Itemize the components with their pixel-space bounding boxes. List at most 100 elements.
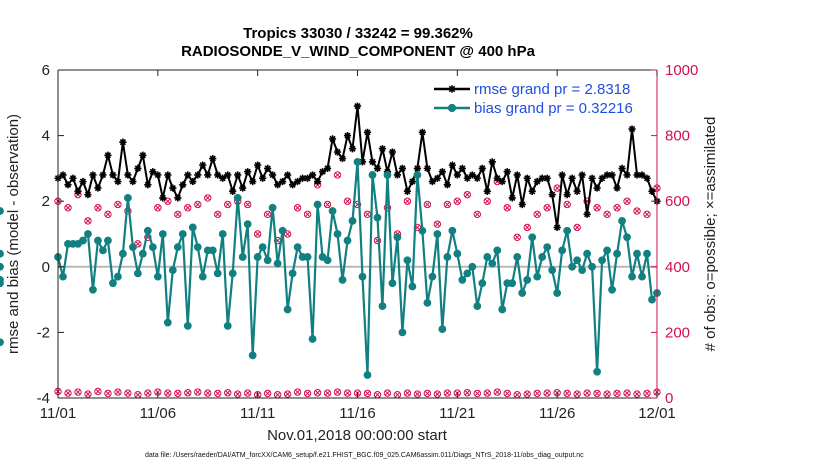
obs-possible-point: [94, 204, 102, 212]
obs-low-assimilated-point: [314, 389, 321, 396]
rmse-series: [54, 102, 661, 232]
bias-point: [243, 220, 252, 229]
bias-point: [0, 262, 4, 271]
y-tick-label-left: -2: [37, 324, 50, 341]
bias-point: [273, 259, 282, 268]
bias-point: [0, 279, 4, 288]
rmse-point: [294, 177, 302, 186]
rmse-point: [264, 164, 272, 172]
obs-low-assimilated-point: [494, 389, 501, 395]
rmse-point: [578, 171, 586, 179]
obs-low-possible-point: [603, 390, 611, 398]
rmse-point: [214, 171, 222, 179]
rmse-point: [114, 177, 122, 186]
rmse-point: [323, 164, 332, 172]
obs-assimilated-point: [624, 198, 630, 204]
obs-low-assimilated-point: [165, 390, 171, 396]
obs-low-possible-point: [64, 389, 72, 397]
bias-point: [178, 230, 187, 238]
rmse-point: [109, 171, 117, 179]
bias-point: [498, 305, 507, 314]
legend: rmse grand pr = 2.8318 bias grand pr = 0…: [430, 76, 652, 122]
rmse-point: [244, 168, 252, 176]
rmse-point: [558, 171, 566, 179]
bias-point: [253, 253, 262, 261]
obs-low-assimilated-point: [304, 390, 311, 397]
obs-possible-point: [303, 210, 312, 219]
x-tick-label: 11/21: [439, 405, 475, 422]
rmse-point: [259, 174, 267, 182]
obs-low-possible-point: [124, 389, 132, 397]
rmse-point: [508, 194, 516, 202]
bias-point: [493, 246, 502, 255]
rmse-point: [503, 168, 511, 176]
obs-assimilated-point: [604, 211, 610, 218]
bias-point: [403, 256, 412, 265]
bias-point: [348, 216, 357, 225]
obs-low-possible-point: [243, 389, 252, 397]
bias-point: [368, 171, 377, 179]
obs-low-assimilated-point: [644, 390, 650, 397]
rmse-point: [613, 184, 621, 192]
obs-possible-point: [473, 210, 481, 219]
bias-point: [99, 246, 107, 255]
obs-low-assimilated-point: [294, 389, 301, 395]
obs-possible-point: [174, 210, 182, 219]
obs-assimilated-point: [404, 198, 411, 204]
obs-assimilated-point: [504, 205, 511, 211]
bias-point: [133, 269, 142, 278]
obs-low-assimilated-point: [384, 390, 391, 396]
rmse-point: [643, 174, 651, 182]
bias-point: [0, 207, 4, 215]
rmse-point: [363, 128, 372, 136]
rmse-point: [478, 164, 486, 172]
bias-point: [153, 272, 162, 281]
rmse-point: [179, 181, 187, 189]
bias-point: [343, 236, 352, 245]
obs-low-possible-point: [234, 390, 242, 398]
obs-low-possible-point: [104, 389, 112, 398]
obs-assimilated-point: [454, 198, 461, 204]
obs-low-possible-point: [433, 390, 442, 398]
obs-assimilated-point: [524, 224, 530, 231]
obs-possible-point: [453, 197, 462, 205]
obs-low-possible-point: [623, 389, 631, 397]
rmse-point: [443, 181, 451, 189]
obs-assimilated-point: [264, 211, 271, 218]
y-tick-label-left: 2: [42, 193, 50, 210]
obs-low-assimilated-point: [274, 391, 281, 398]
obs-possible-point: [463, 190, 472, 199]
rmse-point: [104, 151, 112, 159]
obs-possible-point: [114, 200, 122, 209]
obs-possible-point: [194, 200, 202, 209]
obs-low-assimilated-point: [75, 389, 81, 395]
bias-point: [193, 243, 202, 252]
rmse-point: [129, 177, 137, 186]
obs-possible-point: [563, 200, 571, 209]
bias-point: [248, 351, 257, 360]
obs-low-possible-point: [563, 389, 571, 398]
rmse-point: [169, 184, 177, 192]
obs-assimilated-point: [214, 211, 221, 218]
obs-low-possible-point: [463, 389, 472, 397]
bias-point: [263, 256, 272, 265]
bias-point: [233, 194, 242, 202]
obs-assimilated-point: [85, 218, 91, 224]
obs-low-possible-point: [583, 389, 591, 397]
obs-assimilated-point: [195, 201, 201, 208]
bias-point: [513, 253, 522, 261]
y-tick-label-right: 600: [665, 193, 690, 210]
y-tick-label-left: -4: [37, 390, 50, 407]
obs-low-assimilated-point: [125, 390, 131, 396]
bias-point: [643, 249, 651, 258]
rmse-point: [543, 174, 551, 182]
bias-point: [218, 230, 227, 238]
rmse-point: [588, 174, 596, 182]
rmse-point: [74, 187, 82, 195]
y-tick-label-right: 1000: [665, 62, 698, 79]
obs-low-possible-point: [473, 389, 481, 398]
rmse-point: [523, 174, 531, 182]
bias-point: [94, 236, 102, 245]
obs-possible-point: [323, 200, 332, 209]
rmse-point: [593, 184, 601, 192]
